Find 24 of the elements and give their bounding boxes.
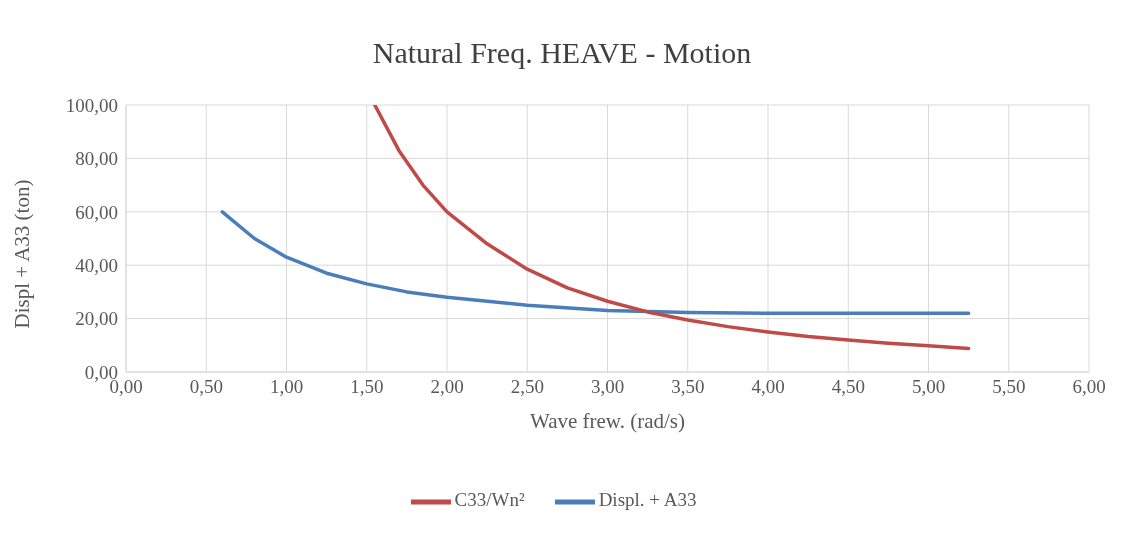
x-tick-label: 6,00	[1072, 376, 1106, 398]
x-tick-label: 3,50	[671, 376, 705, 398]
y-tick-label: 20,00	[75, 308, 118, 330]
x-tick-label: 1,50	[350, 376, 384, 398]
x-tick-label: 0,50	[189, 376, 223, 398]
x-tick-label: 3,00	[590, 376, 625, 398]
x-tick-label: 4,50	[831, 376, 865, 398]
line-series	[373, 105, 971, 351]
chart-title: Natural Freq. HEAVE - Motion	[371, 36, 753, 70]
y-tick-label: 100,00	[65, 94, 118, 116]
legend-label: C33/Wn²	[454, 489, 525, 511]
y-tick-label: 60,00	[75, 201, 118, 223]
y-tick-label: 40,00	[75, 254, 118, 276]
x-tick-label: 5,50	[992, 376, 1026, 398]
x-axis-title: Wave frew. (rad/s)	[530, 409, 685, 433]
x-tick-label: 2,50	[510, 376, 544, 398]
x-tick-label: 1,00	[269, 376, 304, 398]
line-series	[220, 210, 971, 316]
y-axis-title: Displ + A33 (ton)	[10, 179, 35, 329]
x-tick-label: 4,00	[751, 376, 785, 398]
legend-label: Displ. + A33	[598, 489, 697, 511]
y-tick-label: 80,00	[75, 148, 118, 170]
x-tick-label: 2,00	[430, 376, 464, 398]
x-tick-label: 5,00	[911, 376, 946, 398]
